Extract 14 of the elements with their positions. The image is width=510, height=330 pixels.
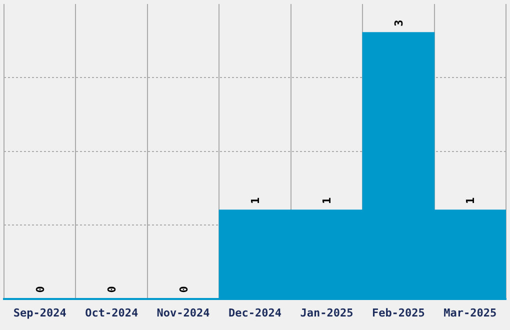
data-label: 1: [464, 197, 478, 204]
x-tick-label: Mar-2025: [444, 306, 497, 320]
x-tick-label: Feb-2025: [372, 306, 425, 320]
data-label: 0: [34, 286, 47, 293]
data-label: 1: [249, 197, 262, 204]
data-label: 0: [177, 286, 190, 293]
x-tick-label: Sep-2024: [13, 306, 67, 320]
x-tick-label: Nov-2024: [156, 306, 210, 320]
x-tick-label: Jan-2025: [300, 306, 354, 320]
x-tick-label: Oct-2024: [85, 306, 138, 320]
data-label: 0: [106, 286, 119, 293]
data-label: 3: [392, 20, 406, 26]
data-label: 1: [320, 197, 334, 204]
x-tick-label: Dec-2024: [228, 306, 282, 320]
